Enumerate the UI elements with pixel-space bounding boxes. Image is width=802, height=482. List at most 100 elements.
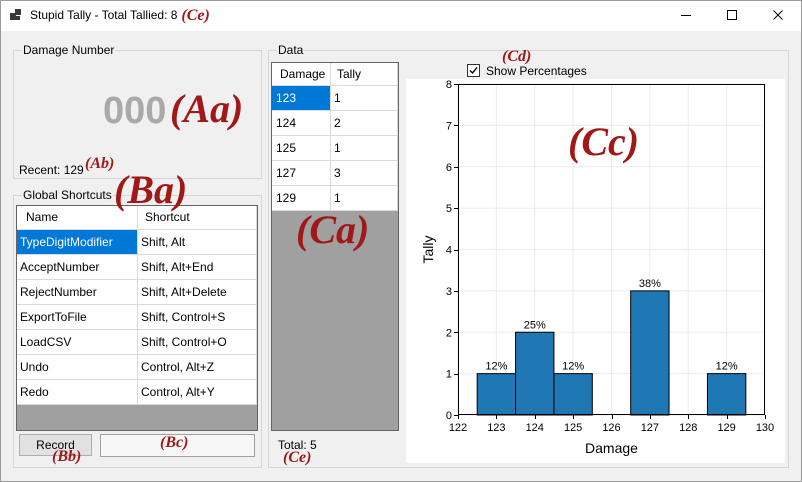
- shortcut-key-cell[interactable]: Shift, Alt+Delete: [138, 280, 257, 305]
- annotation-bb: (Bb): [52, 448, 82, 465]
- window-title: Stupid Tally - Total Tallied: 8: [30, 8, 178, 22]
- recent-value: Recent: 129: [19, 163, 84, 177]
- damage-cell[interactable]: 125: [272, 136, 331, 161]
- minimize-icon: [681, 15, 691, 16]
- shortcut-name-cell[interactable]: Undo: [17, 355, 138, 380]
- shortcut-name-cell[interactable]: AcceptNumber: [17, 255, 138, 280]
- damage-number-group: Damage Number: [13, 43, 262, 179]
- annotation-bc: (Bc): [160, 434, 189, 451]
- tally-row[interactable]: 123 1: [272, 86, 398, 111]
- annotation-cc: (Cc): [568, 119, 640, 164]
- column-header-tally[interactable]: Tally: [331, 63, 398, 86]
- bar-124: [515, 331, 555, 416]
- maximize-button[interactable]: [709, 0, 755, 31]
- show-percentages-checkbox[interactable]: [467, 64, 480, 77]
- shortcut-row[interactable]: TypeDigitModifier Shift, Alt: [17, 230, 257, 255]
- bar-125: [553, 373, 593, 416]
- tally-app-icon[interactable]: [10, 9, 22, 21]
- shortcut-row[interactable]: Undo Control, Alt+Z: [17, 355, 257, 380]
- y-tick-label: 4: [446, 245, 452, 257]
- shortcut-row[interactable]: Redo Control, Alt+Y: [17, 380, 257, 405]
- annotation-cd: (Cd): [502, 48, 532, 65]
- column-header-damage[interactable]: Damage: [272, 63, 331, 86]
- shortcut-key-cell[interactable]: Control, Alt+Z: [138, 355, 257, 380]
- x-tick-label: 128: [679, 422, 697, 434]
- total-label: Total: 5: [278, 438, 317, 452]
- record-button[interactable]: Record: [19, 434, 92, 456]
- column-header-shortcut[interactable]: Shortcut: [138, 206, 257, 230]
- show-percentages-label[interactable]: Show Percentages: [486, 64, 587, 78]
- shortcuts-header-row: Name Shortcut: [17, 206, 257, 230]
- column-header-name[interactable]: Name: [17, 206, 138, 230]
- tally-header-row: Damage Tally: [272, 63, 398, 86]
- shortcut-row[interactable]: AcceptNumber Shift, Alt+End: [17, 255, 257, 280]
- tally-row[interactable]: 129 1: [272, 186, 398, 211]
- bar-129: [706, 373, 747, 416]
- x-tick-label: 122: [449, 422, 467, 434]
- annotation-aa: (Aa): [170, 86, 244, 131]
- y-tick-label: 7: [446, 120, 452, 132]
- title-bar[interactable]: Stupid Tally - Total Tallied: 8 (Ce): [0, 0, 802, 31]
- shortcut-name-cell[interactable]: Redo: [17, 380, 138, 405]
- annotation-ce-title: (Ce): [181, 6, 210, 24]
- close-icon: [773, 10, 783, 20]
- shortcut-row[interactable]: ExportToFile Shift, Control+S: [17, 305, 257, 330]
- shortcut-row[interactable]: RejectNumber Shift, Alt+Delete: [17, 280, 257, 305]
- minimize-button[interactable]: [663, 0, 709, 31]
- record-input[interactable]: [100, 434, 255, 457]
- tally-row[interactable]: 127 3: [272, 161, 398, 186]
- damage-cell[interactable]: 124: [272, 111, 331, 136]
- global-shortcuts-group-label: Global Shortcuts: [22, 188, 113, 202]
- tally-grid[interactable]: Damage Tally 123 1 124 2 125 1 127 3 129…: [271, 62, 399, 431]
- y-tick-label: 3: [446, 286, 452, 298]
- shortcut-key-cell[interactable]: Shift, Control+S: [138, 305, 257, 330]
- data-group-label: Data: [277, 43, 305, 57]
- shortcut-row[interactable]: LoadCSV Shift, Control+O: [17, 330, 257, 355]
- shortcut-name-cell[interactable]: RejectNumber: [17, 280, 138, 305]
- annotation-ab: (Ab): [85, 155, 115, 172]
- annotation-ce-total: (Ce): [283, 449, 312, 466]
- damage-cell[interactable]: 123: [272, 86, 331, 111]
- bar-label-124: 25%: [524, 319, 546, 331]
- shortcut-name-cell[interactable]: ExportToFile: [17, 305, 138, 330]
- annotation-ca: (Ca): [296, 207, 370, 252]
- annotation-ba: (Ba): [114, 167, 188, 212]
- tally-chart: 12% 25% 12% 38% 12% 0 1 2 3 4 5 6 7 8 122 123 124 125 126 1…: [406, 79, 785, 463]
- shortcut-name-cell[interactable]: LoadCSV: [17, 330, 138, 355]
- x-tick-label: 126: [602, 422, 620, 434]
- shortcut-key-cell[interactable]: Shift, Control+O: [138, 330, 257, 355]
- tally-cell[interactable]: 1: [331, 136, 398, 161]
- tally-cell[interactable]: 2: [331, 111, 398, 136]
- y-tick-label: 0: [446, 410, 452, 422]
- x-axis-label: Damage: [585, 440, 638, 456]
- tally-cell[interactable]: 1: [331, 86, 398, 111]
- bar-label-127: 38%: [639, 278, 661, 290]
- y-tick-label: 8: [446, 79, 452, 91]
- global-shortcuts-group: Global Shortcuts: [13, 188, 262, 468]
- tally-row[interactable]: 124 2: [272, 111, 398, 136]
- tally-row[interactable]: 125 1: [272, 136, 398, 161]
- tally-cell[interactable]: 3: [331, 161, 398, 186]
- shortcut-name-cell[interactable]: TypeDigitModifier: [17, 230, 138, 255]
- shortcut-key-cell[interactable]: Control, Alt+Y: [138, 380, 257, 405]
- bar-label-129: 12%: [716, 361, 738, 373]
- x-tick-label: 123: [487, 422, 505, 434]
- maximize-icon: [727, 10, 737, 20]
- tally-cell[interactable]: 1: [331, 186, 398, 211]
- close-button[interactable]: [755, 0, 801, 31]
- x-tick-label: 124: [526, 422, 544, 434]
- damage-cell[interactable]: 129: [272, 186, 331, 211]
- shortcuts-grid[interactable]: Name Shortcut TypeDigitModifier Shift, A…: [16, 205, 258, 431]
- y-tick-label: 1: [446, 369, 452, 381]
- damage-number-display: 000: [103, 90, 167, 132]
- shortcut-key-cell[interactable]: Shift, Alt: [138, 230, 257, 255]
- title-row: Stupid Tally - Total Tallied: 8 (Ce): [30, 7, 210, 24]
- x-tick-label: 129: [717, 422, 735, 434]
- y-tick-label: 6: [446, 162, 452, 174]
- data-group: Data: [268, 43, 789, 468]
- shortcut-key-cell[interactable]: Shift, Alt+End: [138, 255, 257, 280]
- damage-cell[interactable]: 127: [272, 161, 331, 186]
- bar-label-125: 12%: [562, 361, 584, 373]
